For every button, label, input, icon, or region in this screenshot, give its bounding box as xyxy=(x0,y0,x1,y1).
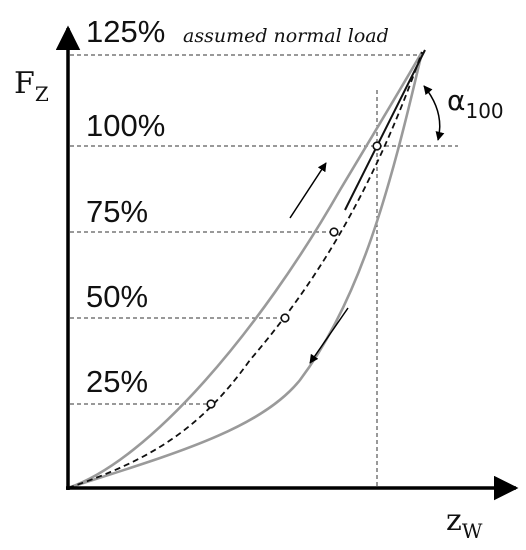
angle-arc xyxy=(423,85,445,141)
point-75 xyxy=(329,227,339,237)
level-label-100: 100% xyxy=(86,108,165,143)
x-axis-symbol: z xyxy=(446,503,462,538)
point-25 xyxy=(206,399,216,409)
assumed-normal-load-note: assumed normal load xyxy=(183,25,389,47)
y-axis-symbol: F xyxy=(14,66,35,101)
unloading-curve xyxy=(67,51,424,490)
level-label-50: 50% xyxy=(86,279,148,314)
loading-curve xyxy=(67,51,424,490)
angle-subscript: 100 xyxy=(465,99,503,123)
y-axis-subscript: Z xyxy=(35,82,49,106)
tangent-line xyxy=(344,49,426,211)
loading-direction-arrow xyxy=(289,162,327,219)
angle-symbol: α xyxy=(447,84,465,117)
point-50 xyxy=(280,313,290,323)
level-label-75: 75% xyxy=(86,194,148,229)
y-axis-label: FZ xyxy=(14,66,49,106)
x-axis-label: zW xyxy=(446,503,483,543)
mean-characteristic-curve xyxy=(67,51,423,489)
point-100 xyxy=(372,141,382,151)
unloading-direction-arrow xyxy=(309,307,349,364)
level-label-125: 125% xyxy=(86,14,165,49)
level-label-25: 25% xyxy=(86,364,148,399)
x-axis-subscript: W xyxy=(462,519,483,543)
angle-label: α100 xyxy=(447,84,504,123)
